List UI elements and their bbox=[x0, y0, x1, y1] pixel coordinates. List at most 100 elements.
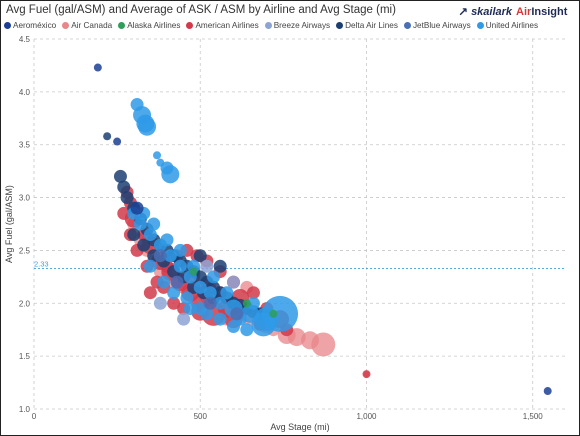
data-point-united-airlines bbox=[227, 320, 240, 334]
data-point-united-airlines bbox=[173, 243, 187, 257]
data-point-american-airlines bbox=[246, 286, 260, 300]
y-axis-label: Avg Fuel (gal/ASM) bbox=[4, 185, 14, 263]
data-point-american-airlines bbox=[362, 370, 371, 379]
data-point-united-airlines bbox=[167, 286, 181, 300]
data-point-jetblue-airways bbox=[170, 275, 184, 289]
data-point-united-airlines bbox=[143, 228, 157, 242]
legend-item[interactable]: JetBlue Airways bbox=[403, 21, 471, 30]
chart-legend: Aeroméxico Air Canada Alaska Airlines Ameri… bbox=[4, 21, 538, 30]
data-point-united-airlines bbox=[213, 296, 227, 310]
legend-label: JetBlue Airways bbox=[412, 21, 471, 30]
data-point-breeze-airways bbox=[177, 312, 191, 326]
data-point-jetblue-airways bbox=[203, 296, 217, 310]
data-point-united-airlines bbox=[153, 151, 162, 160]
legend-item[interactable]: Aeroméxico bbox=[4, 21, 56, 30]
x-axis-label: Avg Stage (mi) bbox=[270, 422, 329, 432]
legend-label: Air Canada bbox=[71, 21, 113, 30]
data-point-delta-air-lines bbox=[213, 259, 227, 273]
data-point-delta-air-lines bbox=[193, 249, 207, 263]
x-tick-label: 500 bbox=[194, 412, 208, 421]
data-point-alaska-airlines bbox=[242, 299, 251, 308]
legend-label: Alaska Airlines bbox=[127, 21, 181, 30]
legend-item[interactable]: Air Canada bbox=[62, 21, 112, 30]
data-point-jetblue-airways bbox=[230, 307, 244, 321]
data-point-united-airlines bbox=[246, 296, 260, 310]
data-point-american-airlines bbox=[167, 296, 181, 310]
data-point-united-airlines bbox=[161, 165, 180, 184]
data-point-united-airlines bbox=[251, 312, 276, 337]
data-point-delta-air-lines bbox=[117, 180, 131, 194]
logo-text-1: skailark bbox=[471, 6, 513, 18]
data-point-aerom-xico bbox=[93, 63, 102, 72]
x-tick-label: 0 bbox=[32, 412, 37, 421]
legend-item[interactable]: American Airlines bbox=[186, 21, 259, 30]
data-point-united-airlines bbox=[180, 291, 194, 305]
reference-line-label: 2.33 bbox=[34, 259, 49, 268]
data-point-united-airlines bbox=[207, 270, 221, 284]
data-point-united-airlines bbox=[203, 286, 217, 300]
data-point-united-airlines bbox=[183, 302, 197, 316]
legend-dot-icon bbox=[264, 22, 272, 29]
legend-item[interactable]: Alaska Airlines bbox=[118, 21, 180, 30]
y-tick-label: 4.0 bbox=[19, 88, 31, 97]
data-point-united-airlines bbox=[220, 286, 234, 300]
y-tick-label: 3.5 bbox=[19, 141, 31, 150]
legend-label: Delta Air Lines bbox=[345, 21, 398, 30]
legend-label: American Airlines bbox=[195, 21, 259, 30]
data-point-united-airlines bbox=[163, 249, 177, 263]
chart-title: Avg Fuel (gal/ASM) and Average of ASK / … bbox=[6, 4, 396, 16]
data-point-delta-air-lines bbox=[103, 132, 112, 141]
data-point-united-airlines bbox=[133, 217, 147, 231]
data-point-delta-air-lines bbox=[137, 238, 151, 252]
data-point-breeze-airways bbox=[227, 275, 240, 289]
data-point-united-airlines bbox=[160, 233, 174, 247]
legend-dot-icon bbox=[336, 22, 344, 29]
data-point-united-airlines bbox=[157, 275, 171, 289]
y-tick-label: 2.0 bbox=[19, 299, 31, 308]
data-point-aerom-xico bbox=[113, 137, 122, 146]
y-tick-label: 1.0 bbox=[19, 405, 31, 414]
x-tick-label: 1,000 bbox=[356, 412, 377, 421]
data-point-jetblue-airways bbox=[153, 249, 167, 263]
data-point-alaska-airlines bbox=[269, 309, 278, 318]
y-tick-label: 4.5 bbox=[19, 35, 31, 44]
legend-dot-icon bbox=[4, 22, 11, 29]
legend-item[interactable]: Breeze Airways bbox=[264, 21, 331, 30]
data-point-united-airlines bbox=[240, 323, 254, 337]
data-point-american-airlines bbox=[117, 206, 131, 220]
legend-label: Breeze Airways bbox=[273, 21, 331, 30]
data-point-aerom-xico bbox=[543, 387, 552, 396]
brand-logo: ↗ skailark AirInsight bbox=[458, 5, 568, 19]
y-tick-label: 2.5 bbox=[19, 246, 31, 255]
data-point-united-airlines bbox=[143, 259, 157, 273]
data-point-breeze-airways bbox=[200, 259, 214, 273]
data-point-united-airlines bbox=[138, 117, 157, 136]
data-point-united-airlines bbox=[147, 217, 161, 231]
legend-dot-icon bbox=[186, 22, 194, 29]
y-tick-label: 1.5 bbox=[19, 352, 31, 361]
legend-item[interactable]: United Airlines bbox=[476, 21, 539, 30]
legend-item[interactable]: Delta Air Lines bbox=[336, 21, 398, 30]
data-point-breeze-airways bbox=[153, 296, 167, 310]
data-point-american-airlines bbox=[143, 286, 157, 300]
logo-mark-icon: ↗ bbox=[458, 5, 468, 19]
data-point-delta-air-lines bbox=[113, 169, 127, 183]
legend-dot-icon bbox=[476, 22, 484, 29]
y-tick-label: 3.0 bbox=[19, 194, 31, 203]
data-point-united-airlines bbox=[193, 280, 207, 294]
legend-dot-icon bbox=[118, 22, 126, 29]
legend-dot-icon bbox=[62, 22, 70, 29]
legend-label: Aeroméxico bbox=[13, 21, 57, 30]
x-tick-label: 1,500 bbox=[523, 412, 544, 421]
logo-text-2: AirInsight bbox=[516, 6, 568, 18]
data-point-united-airlines bbox=[200, 307, 214, 321]
data-point-united-airlines bbox=[213, 312, 227, 326]
data-point-united-airlines bbox=[173, 259, 187, 273]
data-point-alaska-airlines bbox=[189, 267, 198, 276]
data-point-aerom-xico bbox=[130, 201, 144, 215]
legend-label: United Airlines bbox=[485, 21, 539, 30]
data-point-delta-air-lines bbox=[120, 191, 134, 205]
data-point-delta-air-lines bbox=[127, 228, 141, 242]
